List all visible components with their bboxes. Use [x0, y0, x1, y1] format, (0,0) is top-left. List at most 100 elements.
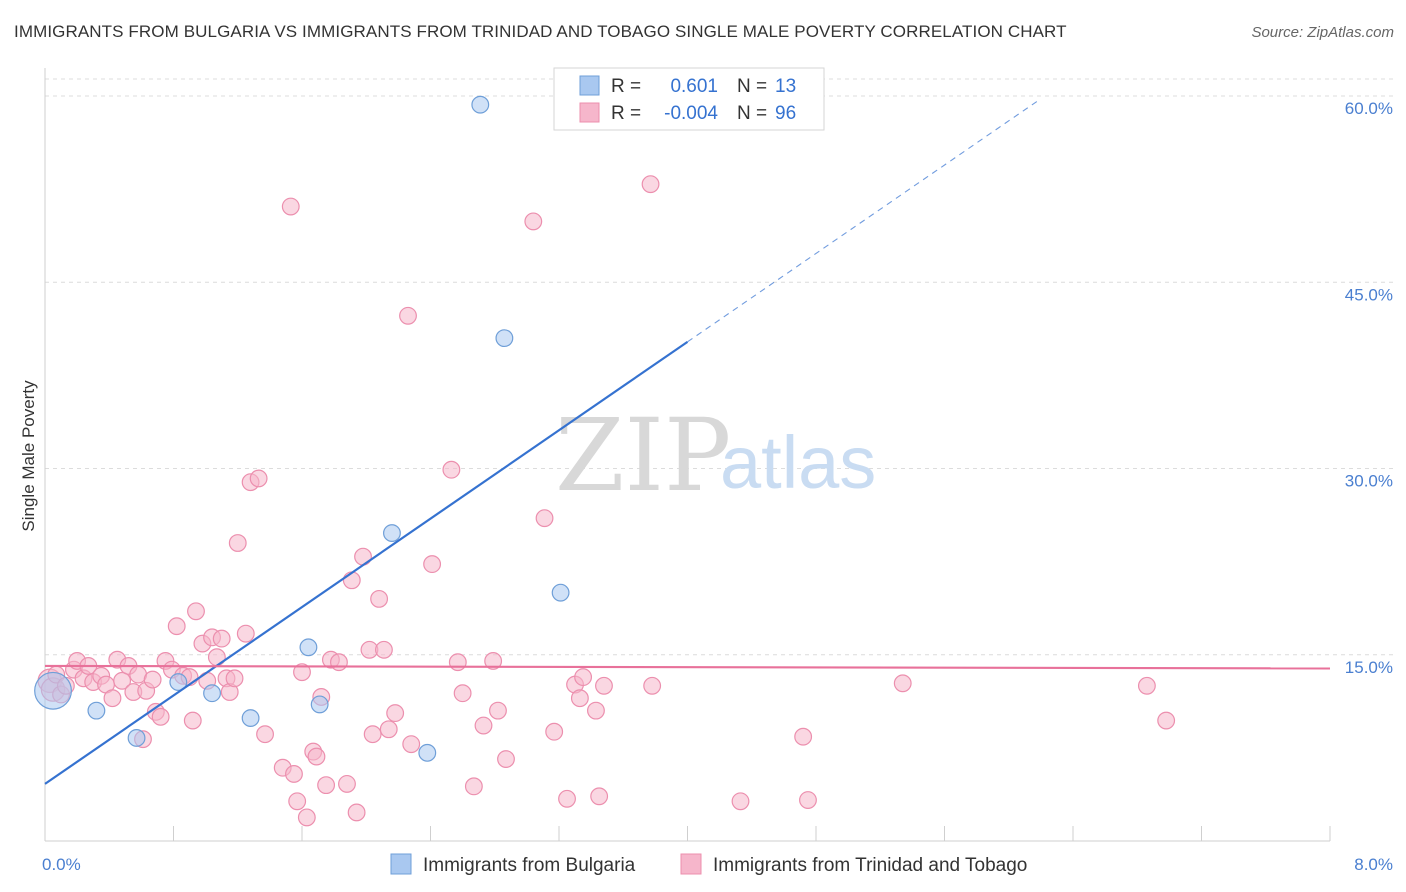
y-tick-label-15: 15.0% — [1345, 658, 1393, 677]
trinidad-point-91 — [893, 674, 912, 693]
legend-r-label-1: R = — [611, 76, 641, 97]
x-tick-label-min: 0.0% — [42, 855, 81, 874]
trinidad-point-37 — [225, 669, 244, 688]
trinidad-point-29 — [187, 602, 205, 621]
x-tick-label-max: 8.0% — [1354, 855, 1393, 874]
legend-r-value-2: -0.004 — [664, 103, 718, 124]
trinidad-point-42 — [256, 725, 274, 744]
chart-title: IMMIGRANTS FROM BULGARIA VS IMMIGRANTS F… — [14, 22, 1067, 41]
trinidad-point-76 — [524, 212, 543, 231]
trinidad-point-45 — [285, 765, 303, 783]
correlation-legend: R = 0.601 N = 13 R = -0.004 N = 96 — [553, 67, 825, 131]
trinidad-point-56 — [342, 571, 361, 590]
trinidad-point-62 — [374, 640, 393, 659]
legend-swatch-bulgaria — [579, 75, 600, 96]
bulgaria-point-2 — [127, 729, 146, 747]
trinidad-point-38 — [228, 534, 247, 552]
trinidad-point-73 — [484, 652, 503, 670]
y-tick-label-45: 45.0% — [1345, 285, 1393, 304]
trinidad-point-68 — [442, 460, 461, 479]
y-tick-label-60: 60.0% — [1345, 99, 1393, 118]
trinidad-point-74 — [489, 701, 507, 720]
trinidad-point-70 — [453, 684, 472, 703]
trinidad-point-58 — [354, 547, 372, 566]
trinidad-trend-line — [44, 664, 1331, 670]
trinidad-point-87 — [643, 676, 662, 695]
bulgaria-point-12 — [551, 583, 570, 602]
trinidad-point-78 — [545, 722, 564, 741]
trinidad-point-72 — [474, 716, 493, 735]
trinidad-point-48 — [297, 808, 316, 827]
trinidad-point-60 — [363, 725, 382, 744]
trinidad-point-57 — [347, 803, 366, 822]
y-axis-label: Single Male Poverty — [19, 380, 38, 532]
trinidad-point-61 — [370, 589, 389, 608]
trinidad-point-88 — [731, 792, 750, 811]
trinidad-point-34 — [212, 629, 231, 648]
bulgaria-point-10 — [471, 95, 490, 114]
source-credit: Source: ZipAtlas.com — [1251, 24, 1394, 41]
bulgaria-point-11 — [495, 329, 514, 348]
series-trinidad-points — [37, 175, 1176, 827]
trinidad-point-92 — [1137, 676, 1156, 695]
series-legend: Immigrants from Bulgaria Immigrants from… — [390, 853, 1027, 876]
legend-swatch-trinidad — [579, 102, 600, 123]
x-tick-labels: 0.0% 8.0% — [42, 855, 1393, 874]
trinidad-point-46 — [288, 792, 307, 811]
trinidad-point-55 — [338, 774, 356, 793]
legend-r-label-2: R = — [611, 103, 641, 124]
trinidad-point-64 — [386, 704, 405, 723]
bulgaria-trend-extension — [687, 98, 1042, 343]
legend-r-value-1: 0.601 — [670, 76, 718, 97]
trinidad-point-41 — [249, 469, 268, 488]
bottom-legend-label-trinidad: Immigrants from Trinidad and Tobago — [713, 855, 1027, 876]
trinidad-point-39 — [236, 624, 255, 643]
trinidad-point-22 — [151, 707, 170, 726]
trinidad-point-69 — [448, 653, 467, 672]
series-bulgaria-points — [34, 95, 570, 762]
trinidad-point-52 — [317, 776, 336, 795]
trinidad-point-20 — [143, 670, 162, 689]
legend-n-label-1: N = — [737, 76, 767, 97]
trinidad-point-85 — [595, 676, 613, 695]
y-tick-labels: 15.0% 30.0% 45.0% 60.0% — [1345, 99, 1393, 677]
bottom-legend-swatch-bulgaria — [390, 853, 412, 875]
legend-n-label-2: N = — [737, 103, 767, 124]
trinidad-point-84 — [590, 787, 609, 806]
trinidad-point-33 — [207, 648, 226, 667]
trinidad-point-65 — [399, 306, 417, 325]
trinidad-point-50 — [307, 747, 326, 766]
bulgaria-point-1 — [87, 701, 106, 720]
trinidad-point-93 — [1157, 711, 1176, 730]
trinidad-point-12 — [103, 689, 122, 708]
trinidad-point-75 — [497, 750, 515, 768]
trinidad-point-86 — [641, 175, 660, 194]
watermark: ZIP atlas — [555, 397, 876, 514]
trinidad-point-83 — [587, 701, 605, 720]
y-tick-label-30: 30.0% — [1345, 472, 1393, 491]
trinidad-point-14 — [113, 671, 132, 690]
bulgaria-point-6 — [299, 638, 318, 657]
bulgaria-point-5 — [241, 709, 260, 728]
bulgaria-trend-line — [44, 340, 689, 785]
trinidad-point-90 — [799, 791, 817, 809]
gridlines — [45, 78, 1395, 656]
trinidad-point-71 — [464, 777, 483, 796]
trinidad-point-25 — [167, 617, 186, 636]
bottom-legend-label-bulgaria: Immigrants from Bulgaria — [423, 855, 636, 876]
bottom-legend-swatch-trinidad — [680, 853, 702, 875]
trinidad-point-47 — [293, 663, 311, 682]
bulgaria-point-3 — [169, 673, 188, 692]
trend-lines — [44, 98, 1331, 785]
legend-n-value-2: 96 — [775, 103, 796, 124]
bulgaria-point-7 — [310, 695, 329, 714]
legend-n-value-1: 13 — [775, 76, 796, 97]
x-ticks — [44, 826, 1331, 841]
trinidad-point-81 — [570, 689, 589, 708]
bulgaria-point-4 — [203, 684, 221, 703]
trinidad-point-82 — [574, 668, 593, 687]
trinidad-point-66 — [402, 735, 421, 754]
trinidad-point-44 — [281, 197, 300, 216]
watermark-zip: ZIP — [555, 397, 731, 514]
